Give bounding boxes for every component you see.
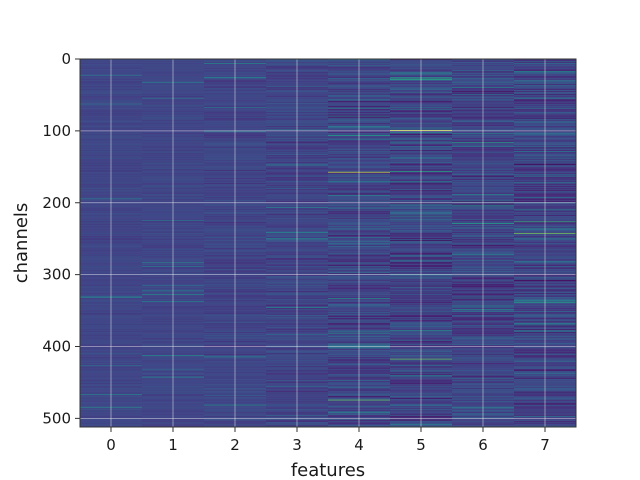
heatmap-cells	[80, 59, 577, 428]
y-axis-label: channels	[11, 203, 32, 284]
x-axis-label: features	[291, 460, 365, 480]
y-tick-label: 200	[42, 194, 71, 212]
x-tick-label: 6	[478, 436, 488, 454]
x-tick-label: 2	[230, 436, 240, 454]
x-tick-label: 7	[540, 436, 550, 454]
plot-frame	[79, 58, 577, 428]
x-tick-label: 0	[106, 436, 116, 454]
y-tick-label: 300	[42, 266, 71, 284]
x-tick-label: 1	[168, 436, 178, 454]
y-tick-label: 500	[42, 409, 71, 427]
x-tick-label: 4	[354, 436, 364, 454]
x-tick-label: 3	[292, 436, 302, 454]
y-axis: 0 100 200 300 400 500	[42, 50, 80, 427]
y-tick-label: 100	[42, 122, 71, 140]
y-tick-label: 400	[42, 338, 71, 356]
y-tick-label: 0	[61, 50, 71, 68]
x-axis: 0 1 2 3 4 5 6 7	[106, 427, 550, 454]
grid-lines	[80, 58, 576, 427]
x-tick-label: 5	[416, 436, 426, 454]
